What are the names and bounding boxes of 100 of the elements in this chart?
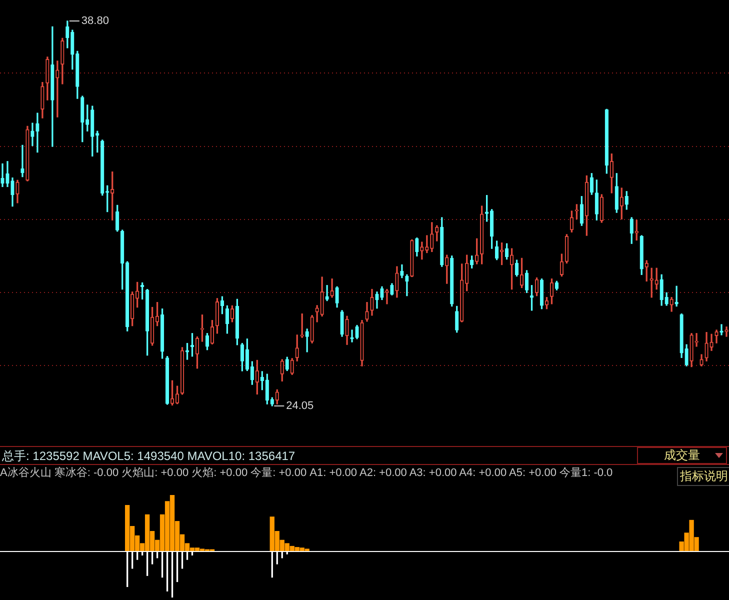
candlestick	[310, 315, 314, 344]
candlestick	[460, 264, 464, 322]
candlestick	[550, 278, 554, 304]
candlestick	[554, 280, 559, 290]
candlestick	[145, 288, 150, 356]
candlestick	[16, 180, 20, 204]
chart-title: A冰谷火山 寒冰谷: -0.00 火焰山: +0.00 火焰: +0.00 今量: +0.00 A1: +0.00 A2: +0.00 A3: +0.00 A4: +0.00 A5: +0.00 今量1: -0.0	[0, 467, 614, 480]
candlestick	[594, 180, 599, 220]
candlestick	[20, 144, 24, 178]
candlestick	[335, 286, 339, 308]
candlestick	[600, 194, 604, 223]
candlestick	[315, 305, 319, 322]
candlestick	[684, 344, 688, 366]
candlestick	[50, 26, 54, 147]
candlestick	[360, 320, 364, 366]
candlestick	[564, 234, 569, 264]
candlestick	[480, 206, 484, 264]
text: 总手: 1235592 MAVOL5: 1493540 MAVOL10: 1356417	[2, 448, 296, 465]
candlestick	[380, 286, 384, 300]
candlestick	[30, 122, 34, 146]
candlestick	[305, 328, 309, 352]
candlestick	[60, 38, 64, 84]
candlestick	[590, 173, 594, 195]
candlestick	[385, 288, 389, 304]
candlestick	[714, 330, 718, 344]
candlestick	[180, 347, 184, 395]
candlestick	[584, 175, 589, 236]
candlestick	[570, 210, 574, 232]
candlestick	[490, 209, 494, 249]
candlestick	[235, 298, 240, 346]
candlestick	[440, 217, 444, 267]
candlestick	[610, 153, 614, 194]
candlestick	[165, 356, 170, 405]
candlestick	[255, 360, 259, 395]
candlestick	[205, 333, 210, 350]
candlestick	[420, 242, 424, 260]
candlestick	[26, 126, 30, 182]
candlestick	[295, 334, 299, 362]
candlestick	[630, 217, 634, 244]
candlestick	[80, 96, 84, 142]
candlestick	[350, 330, 354, 342]
candlestick	[370, 288, 374, 316]
candlestick	[694, 333, 698, 347]
candlestick	[280, 359, 284, 382]
candlestick	[425, 235, 429, 254]
candlestick	[0, 163, 4, 188]
candlestick	[90, 106, 94, 156]
candlestick	[400, 264, 404, 278]
candlestick	[355, 324, 359, 340]
candlestick	[36, 112, 40, 153]
candlestick	[285, 356, 289, 372]
candlestick	[325, 285, 329, 302]
candlestick	[720, 324, 724, 336]
candlestick	[365, 302, 369, 322]
candlestick	[620, 188, 624, 220]
candlestick	[116, 204, 120, 232]
candlestick	[430, 222, 434, 252]
annotation: 24.05	[286, 400, 314, 412]
candlestick	[514, 260, 519, 277]
candlestick	[225, 305, 230, 334]
candlestick	[40, 82, 44, 118]
candlestick	[580, 196, 584, 226]
candlestick	[76, 50, 80, 99]
candlestick	[574, 204, 579, 220]
candlestick	[494, 240, 499, 260]
candlestick	[604, 108, 608, 174]
candlestick	[670, 297, 674, 312]
candlestick	[415, 238, 419, 256]
candlestick	[450, 256, 454, 307]
annotation: 38.80	[81, 15, 109, 28]
text: 成交量	[664, 448, 700, 462]
candlestick	[704, 332, 708, 362]
candlestick	[46, 56, 50, 100]
candlestick	[504, 243, 509, 260]
candlestick	[544, 297, 549, 310]
candlestick	[530, 285, 534, 311]
candlestick	[200, 314, 204, 342]
candlestick	[106, 185, 110, 212]
candlestick	[330, 278, 334, 298]
candlestick	[465, 254, 469, 292]
candlestick	[690, 333, 694, 368]
candlestick	[700, 354, 704, 366]
candlestick	[410, 239, 414, 278]
candlestick	[195, 336, 200, 369]
candlestick	[345, 316, 349, 345]
candlestick	[395, 266, 399, 298]
candlestick	[190, 333, 194, 357]
candlestick	[614, 173, 618, 213]
candlestick	[624, 191, 628, 210]
candlestick	[405, 274, 409, 296]
text: 指标说明	[677, 467, 729, 486]
candlestick	[140, 282, 144, 300]
candlestick	[470, 256, 474, 268]
candlestick	[100, 140, 104, 196]
candlestick	[320, 276, 324, 316]
candlestick	[455, 306, 459, 333]
candlestick	[680, 313, 684, 358]
candlestick	[10, 178, 14, 207]
candlestick	[245, 338, 249, 372]
candlestick	[340, 310, 344, 337]
